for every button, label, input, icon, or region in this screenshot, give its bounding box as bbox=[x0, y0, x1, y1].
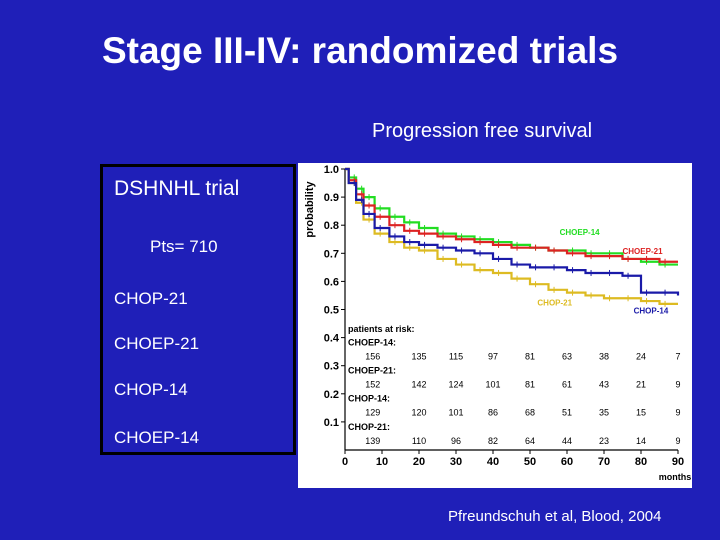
chart-subtitle: Progression free survival bbox=[372, 120, 593, 142]
risk-value: 96 bbox=[451, 436, 461, 446]
risk-value: 86 bbox=[488, 408, 498, 418]
y-tick-label: 0.7 bbox=[324, 248, 339, 260]
risk-value: 115 bbox=[449, 352, 463, 362]
x-tick-label: 70 bbox=[598, 456, 610, 468]
risk-value: 81 bbox=[525, 352, 535, 362]
risk-value: 7 bbox=[675, 352, 680, 362]
x-tick-label: 80 bbox=[635, 456, 647, 468]
risk-value: 61 bbox=[562, 380, 572, 390]
series-label-choep-21: CHOEP-21 bbox=[623, 247, 664, 256]
risk-value: 38 bbox=[599, 352, 609, 362]
y-axis-label: probability bbox=[304, 181, 316, 238]
risk-value: 81 bbox=[525, 380, 535, 390]
trial-name: DSHNHL trial bbox=[114, 177, 240, 200]
risk-value: 9 bbox=[675, 380, 680, 390]
risk-value: 82 bbox=[488, 436, 498, 446]
risk-value: 101 bbox=[448, 408, 463, 418]
y-tick-label: 0.3 bbox=[324, 361, 339, 373]
arm-label-choep-14: CHOEP-14 bbox=[114, 428, 200, 447]
risk-value: 51 bbox=[562, 408, 572, 418]
risk-row-label: CHOP-14: bbox=[348, 394, 390, 404]
risk-value: 129 bbox=[365, 408, 380, 418]
risk-value: 14 bbox=[636, 436, 646, 446]
y-tick-label: 0.6 bbox=[324, 276, 339, 288]
risk-value: 156 bbox=[365, 352, 380, 362]
y-tick-label: 0.9 bbox=[324, 192, 339, 204]
risk-value: 110 bbox=[412, 436, 426, 446]
y-tick-label: 0.5 bbox=[324, 305, 339, 317]
risk-value: 9 bbox=[675, 408, 680, 418]
risk-value: 63 bbox=[562, 352, 572, 362]
risk-value: 152 bbox=[365, 380, 380, 390]
x-tick-label: 0 bbox=[342, 456, 348, 468]
risk-value: 64 bbox=[525, 436, 535, 446]
km-plot-panel: 0.1 0.2 0.3 0.4 0.5 0.6 0.7 0.8 0.9 1.0 0 10 20 30 40 5… bbox=[298, 163, 692, 488]
x-tick-label: 40 bbox=[487, 456, 499, 468]
risk-value: 135 bbox=[411, 352, 426, 362]
y-tick-label: 0.2 bbox=[324, 389, 339, 401]
risk-value: 124 bbox=[448, 380, 463, 390]
x-tick-label: 30 bbox=[450, 456, 462, 468]
arm-label-chop-14: CHOP-14 bbox=[114, 380, 188, 399]
risk-row-label: CHOEP-21: bbox=[348, 366, 396, 376]
risk-value: 21 bbox=[636, 380, 646, 390]
y-tick-label: 0.8 bbox=[324, 220, 339, 232]
x-axis-label: months bbox=[659, 472, 692, 482]
risk-value: 23 bbox=[599, 436, 609, 446]
series-label-chop-21: CHOP-21 bbox=[537, 298, 572, 307]
risk-value: 44 bbox=[562, 436, 572, 446]
risk-table-header: patients at risk: bbox=[348, 324, 415, 334]
risk-row-label: CHOP-21: bbox=[348, 422, 390, 432]
arm-label-chop-21: CHOP-21 bbox=[114, 289, 188, 308]
y-tick-label: 0.1 bbox=[324, 417, 339, 429]
risk-value: 139 bbox=[365, 436, 380, 446]
x-tick-label: 10 bbox=[376, 456, 388, 468]
risk-value: 24 bbox=[636, 352, 646, 362]
risk-row-label: CHOEP-14: bbox=[348, 337, 396, 347]
patient-count: Pts= 710 bbox=[150, 237, 218, 256]
x-tick-label: 50 bbox=[524, 456, 536, 468]
slide-title: Stage III-IV: randomized trials bbox=[101, 30, 619, 71]
y-tick-label: 1.0 bbox=[324, 164, 339, 176]
risk-value: 9 bbox=[675, 436, 680, 446]
y-tick-label: 0.4 bbox=[324, 333, 340, 345]
risk-value: 43 bbox=[599, 380, 609, 390]
trial-info-box: DSHNHL trial Pts= 710 CHOP-21 CHOEP-21 C… bbox=[100, 164, 296, 455]
arm-label-choep-21: CHOEP-21 bbox=[114, 334, 200, 353]
risk-value: 15 bbox=[636, 408, 646, 418]
series-label-chop-14: CHOP-14 bbox=[634, 307, 669, 316]
risk-value: 101 bbox=[485, 380, 500, 390]
series-label-choep-14: CHOEP-14 bbox=[560, 228, 601, 237]
x-tick-label: 90 bbox=[672, 456, 684, 468]
risk-value: 68 bbox=[525, 408, 535, 418]
citation: Pfreundschuh et al, Blood, 2004 bbox=[448, 508, 662, 525]
risk-value: 97 bbox=[488, 352, 498, 362]
km-chart: 0.1 0.2 0.3 0.4 0.5 0.6 0.7 0.8 0.9 1.0 0 10 20 30 40 5… bbox=[304, 164, 692, 482]
risk-value: 120 bbox=[411, 408, 426, 418]
risk-value: 142 bbox=[411, 380, 426, 390]
x-tick-label: 60 bbox=[561, 456, 573, 468]
risk-value: 35 bbox=[599, 408, 609, 418]
x-tick-label: 20 bbox=[413, 456, 425, 468]
series-line-chop-21 bbox=[345, 167, 678, 305]
series-line-choep-21 bbox=[345, 167, 678, 263]
